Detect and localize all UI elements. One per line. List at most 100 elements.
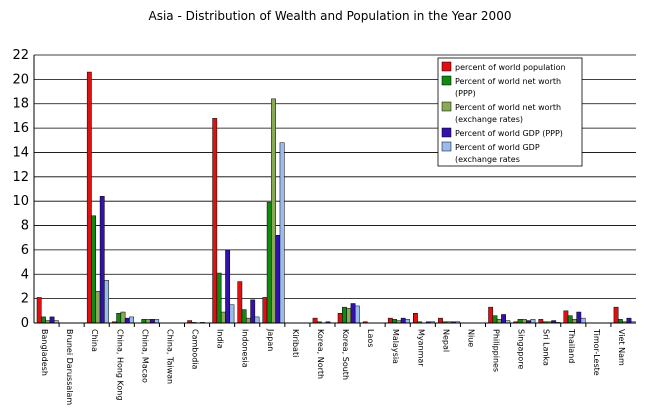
x-tick-label: Korea, North (316, 329, 325, 379)
bar (337, 313, 343, 324)
x-tick-label: Singapore (517, 329, 526, 369)
x-tick-label: Thailand (567, 328, 576, 363)
bar (225, 249, 231, 324)
legend-swatch (441, 141, 452, 152)
bar (241, 309, 247, 324)
x-tick-label: Cambodia (191, 329, 200, 370)
bar (237, 281, 243, 324)
y-tick-label: 2 (21, 292, 29, 307)
x-tick-label: Sri Lanka (542, 329, 551, 366)
x-tick-label: Nepal (441, 329, 450, 352)
bar (36, 297, 42, 324)
bar (538, 319, 544, 324)
legend-swatch (441, 61, 452, 72)
bar (496, 319, 502, 324)
legend-swatch (441, 75, 452, 86)
bar (350, 303, 356, 324)
y-tick-label: 10 (12, 194, 29, 209)
y-tick-label: 8 (21, 219, 29, 234)
y-tick-label: 6 (21, 243, 29, 258)
legend-label: (exchange rates) (455, 115, 523, 124)
x-tick-label: Laos (366, 329, 375, 347)
bar (400, 317, 406, 324)
bar (254, 316, 260, 324)
bar (141, 319, 147, 324)
bars (36, 71, 636, 324)
y-tick-label: 0 (21, 316, 29, 331)
bar (49, 316, 55, 324)
x-tick-label: China, Hong Kong (115, 329, 124, 400)
bar (405, 319, 410, 324)
bar (613, 306, 619, 324)
x-tick-label: Malaysia (391, 329, 400, 364)
legend-label: Percent of world net worth (455, 77, 561, 86)
bar (86, 71, 92, 324)
x-tick-label: Philippines (492, 329, 501, 372)
y-axis-ticks: 0 2 4 6 8 10 12 14 16 18 20 22 (12, 48, 29, 331)
x-tick-label: Niue (466, 329, 475, 347)
bar (438, 317, 443, 324)
legend-box (437, 57, 583, 167)
y-tick-label: 16 (12, 121, 29, 136)
legend-swatch (441, 127, 452, 138)
bar (266, 202, 272, 324)
x-tick-label: Japan (266, 328, 275, 351)
y-tick-label: 22 (12, 48, 29, 63)
bar (212, 118, 218, 324)
x-axis-categories: Bangladesh Brunei Darussalam China China, H… (40, 328, 626, 405)
bar (120, 311, 126, 324)
x-tick-label: Bangladesh (40, 329, 49, 376)
bar (116, 313, 122, 324)
legend-swatch (441, 101, 452, 112)
x-tick-label: China, Macao (140, 329, 149, 383)
bar (501, 314, 506, 324)
y-tick-label: 4 (21, 267, 29, 282)
bar (95, 291, 101, 324)
bar (346, 308, 352, 324)
bar (342, 306, 347, 324)
bar (149, 319, 155, 324)
y-tick-label: 12 (12, 170, 29, 185)
bar (279, 142, 285, 324)
x-tick-label: Korea, South (341, 329, 350, 380)
legend-label: (PPP) (455, 89, 476, 98)
bar (567, 315, 573, 324)
x-tick-label: China, Taiwan (165, 329, 174, 384)
bar (488, 306, 494, 324)
bar (246, 317, 251, 324)
x-tick-label: Viet Nam (617, 329, 626, 366)
bar (413, 313, 418, 324)
legend-label: Percent of world net worth (455, 103, 561, 112)
x-tick-label: Indonesia (241, 329, 250, 368)
legend-label: Percent of world GDP (PPP) (455, 129, 563, 138)
bar (392, 319, 398, 324)
bar (220, 311, 226, 324)
bar (250, 299, 256, 324)
bar (41, 316, 46, 324)
bar (492, 315, 498, 324)
bar (580, 317, 586, 324)
x-tick-label: Kiribati (291, 329, 300, 357)
legend: percent of world population Percent of wo… (437, 57, 583, 167)
x-tick-label: Myanmar (416, 329, 425, 367)
bar (521, 319, 527, 324)
x-tick-label: Brunei Darussalam (65, 329, 74, 405)
legend-label: Percent of world GDP (455, 143, 540, 152)
x-tick-label: Timor-Leste (592, 328, 601, 376)
bar (145, 319, 151, 324)
bar (563, 310, 569, 324)
bar (517, 319, 523, 324)
x-tick-label: India (216, 329, 225, 349)
bar (271, 98, 276, 324)
bar (262, 297, 268, 324)
bar (216, 272, 222, 324)
chart-title: Asia - Distribution of Wealth and Popula… (149, 9, 512, 23)
bar (617, 319, 623, 324)
bar (229, 304, 235, 324)
bar (104, 280, 109, 324)
bar (91, 215, 97, 324)
bar (626, 317, 632, 324)
legend-label: percent of world population (455, 63, 566, 72)
x-tick-label: China (90, 329, 99, 352)
